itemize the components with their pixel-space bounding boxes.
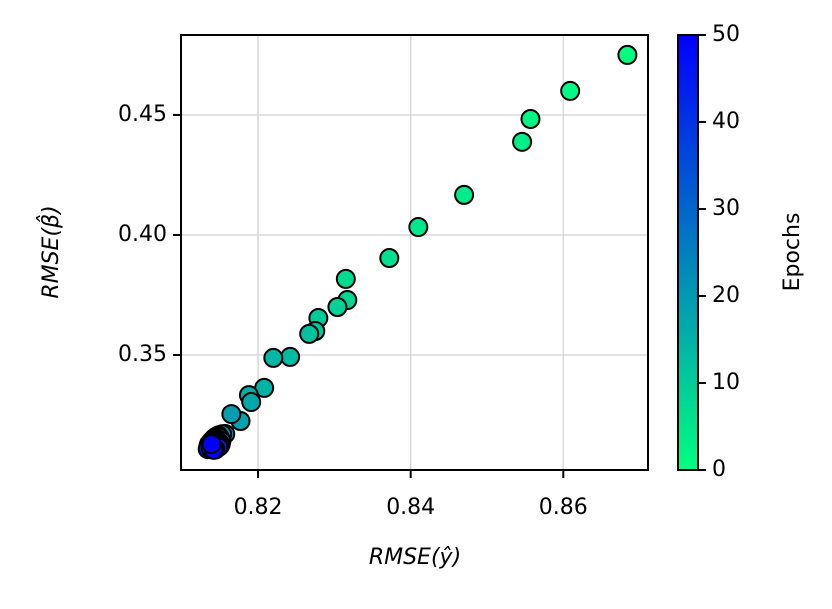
colorbar xyxy=(677,34,699,471)
x-tick-label: 0.86 xyxy=(539,495,588,520)
point xyxy=(408,217,429,238)
point xyxy=(520,109,541,130)
colorbar-tick-label: 40 xyxy=(712,109,740,134)
y-tick-label: 0.45 xyxy=(118,102,167,127)
colorbar-tick-label: 20 xyxy=(712,283,740,308)
point xyxy=(299,323,320,344)
point xyxy=(379,248,400,269)
colorbar-tick-label: 0 xyxy=(712,457,726,482)
colorbar-label: Epochs xyxy=(780,213,805,292)
plot-frame xyxy=(180,34,649,471)
y-axis-label: RMSE(β̂) xyxy=(37,205,64,298)
point xyxy=(280,346,301,367)
x-tick-label: 0.84 xyxy=(386,495,435,520)
point xyxy=(617,44,638,65)
colorbar-tick-label: 10 xyxy=(712,370,740,395)
y-tick-label: 0.40 xyxy=(118,222,167,247)
point xyxy=(512,131,533,152)
point xyxy=(327,296,348,317)
point xyxy=(560,80,581,101)
point xyxy=(241,392,262,413)
y-tick-label: 0.35 xyxy=(118,342,167,367)
point xyxy=(221,404,242,425)
point xyxy=(263,347,284,368)
point xyxy=(335,268,356,289)
x-axis-label: RMSE(ŷ) xyxy=(369,545,461,570)
x-tick-label: 0.82 xyxy=(234,495,283,520)
point xyxy=(201,434,222,455)
colorbar-tick-label: 30 xyxy=(712,196,740,221)
point xyxy=(454,184,475,205)
colorbar-tick-label: 50 xyxy=(712,22,740,47)
